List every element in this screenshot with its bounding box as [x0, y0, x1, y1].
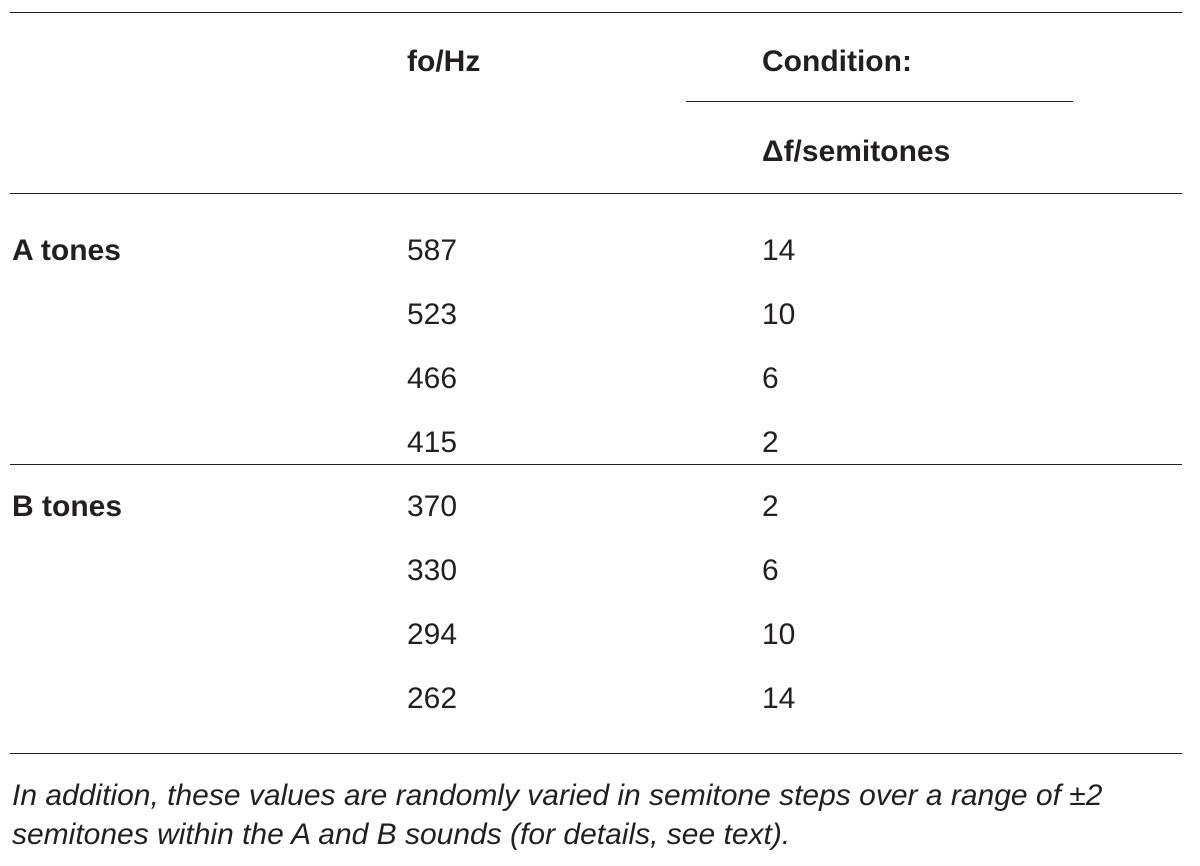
cell-delta: 6 — [762, 362, 779, 395]
cell-fo: 415 — [407, 426, 458, 459]
bottom-rule — [10, 753, 1182, 754]
footnote: In addition, these values are randomly v… — [12, 779, 1103, 851]
group-label: B tones — [12, 490, 123, 523]
cell-fo: 466 — [407, 362, 458, 395]
cell-delta: 14 — [762, 682, 796, 715]
cell-fo: 370 — [407, 490, 458, 523]
cell-delta: 6 — [762, 554, 779, 587]
cell-delta: 2 — [762, 426, 779, 459]
top-rule — [10, 12, 1182, 13]
cell-delta: 10 — [762, 298, 796, 331]
header-delta: Δf/semitones — [762, 135, 951, 168]
cell-fo: 262 — [407, 682, 458, 715]
cell-fo: 330 — [407, 554, 458, 587]
header-fo: fo/Hz — [407, 45, 481, 78]
header-rule — [10, 193, 1182, 194]
cell-delta: 10 — [762, 618, 796, 651]
cell-fo: 294 — [407, 618, 458, 651]
cell-fo: 587 — [407, 234, 458, 267]
cell-fo: 523 — [407, 298, 458, 331]
header-condition: Condition: — [762, 45, 912, 78]
group-rule — [10, 464, 1182, 465]
header-sub-rule — [686, 101, 1073, 102]
group-label: A tones — [12, 234, 121, 267]
cell-delta: 14 — [762, 234, 796, 267]
cell-delta: 2 — [762, 490, 779, 523]
